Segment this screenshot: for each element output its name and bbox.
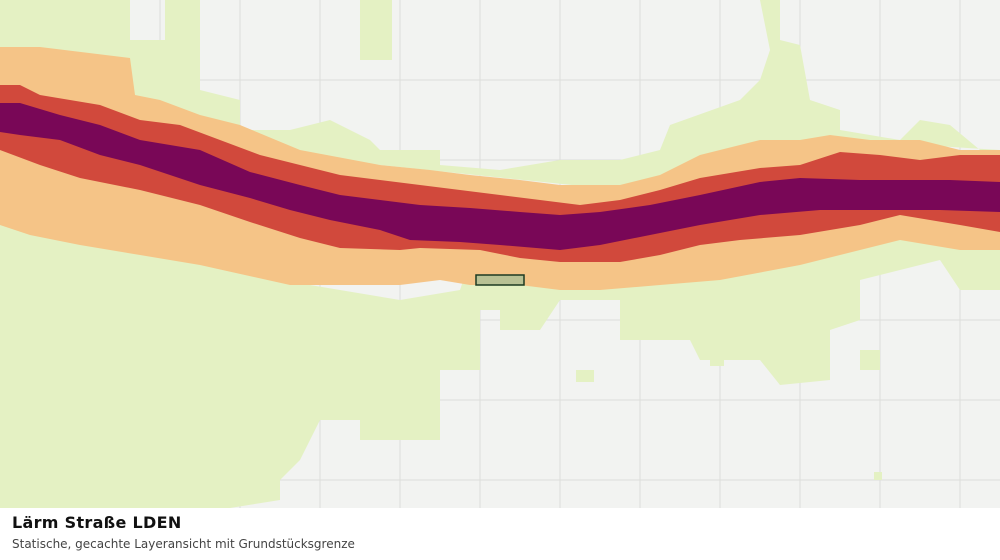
noise-zone-high (0, 85, 1000, 262)
map-subtitle: Statische, gecachte Layeransicht mit Gru… (12, 537, 355, 551)
map-title: Lärm Straße LDEN (12, 513, 182, 532)
parcel-boundary[interactable] (475, 274, 525, 286)
noise-zone-low (0, 0, 1000, 508)
caption-panel: Lärm Straße LDEN Statische, gecachte Lay… (0, 508, 1000, 560)
noise-zone-very-high (0, 103, 1000, 250)
